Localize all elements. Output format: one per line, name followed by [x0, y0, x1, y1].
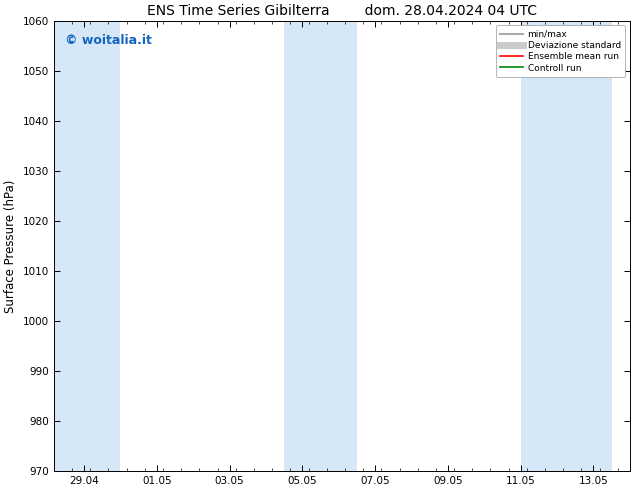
Text: © woitalia.it: © woitalia.it	[65, 34, 152, 47]
Legend: min/max, Deviazione standard, Ensemble mean run, Controll run: min/max, Deviazione standard, Ensemble m…	[496, 25, 625, 77]
Bar	[54, 21, 120, 471]
Y-axis label: Surface Pressure (hPa): Surface Pressure (hPa)	[4, 179, 17, 313]
Bar	[521, 21, 612, 471]
Title: ENS Time Series Gibilterra        dom. 28.04.2024 04 UTC: ENS Time Series Gibilterra dom. 28.04.20…	[147, 4, 537, 18]
Bar	[284, 21, 357, 471]
